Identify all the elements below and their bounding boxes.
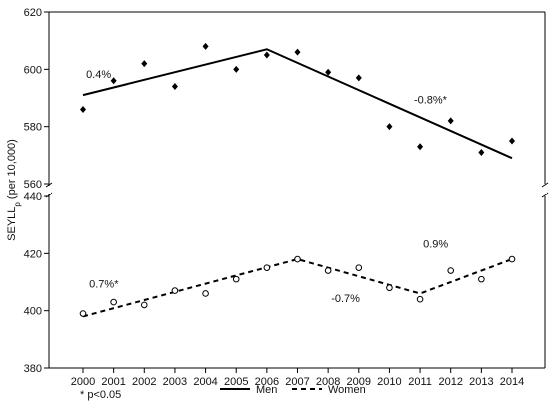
x-tick-label: 2002 [132, 376, 156, 388]
men-point [325, 68, 332, 76]
y-tick-label-women: 420 [24, 248, 42, 260]
axis-break-mark [541, 182, 549, 188]
women-point [202, 290, 209, 297]
x-tick-label: 2010 [377, 376, 401, 388]
women-annotation: 0.7%* [89, 279, 119, 291]
men-point [355, 74, 362, 82]
women-point [140, 301, 148, 309]
x-tick-label: 2012 [438, 376, 462, 388]
chart-axes [44, 11, 549, 373]
men-point [263, 51, 270, 59]
chart-legend: Men Women [220, 384, 366, 396]
x-tick-label: 2007 [285, 376, 309, 388]
x-tick-label: 2006 [255, 376, 279, 388]
women-point [110, 298, 117, 306]
women-point [79, 310, 87, 317]
y-tick-label-men: 600 [24, 64, 42, 76]
women-point [171, 287, 179, 294]
y-tick-label-women: 440 [24, 191, 42, 203]
women-point [232, 275, 240, 283]
women-point [294, 255, 301, 263]
chart-marks [79, 42, 516, 318]
women-point [447, 267, 455, 274]
axis-break-mark [45, 182, 53, 188]
men-point [202, 42, 209, 50]
women-point [263, 264, 271, 271]
men-point [110, 77, 117, 85]
x-tick-label: 2013 [469, 376, 493, 388]
men-point [417, 143, 424, 151]
women-point [324, 267, 332, 274]
x-tick-label: 2005 [224, 376, 248, 388]
x-tick-label: 2003 [163, 376, 187, 388]
men-point [171, 83, 178, 91]
men-annotation: -0.8%* [414, 95, 448, 107]
y-tick-label-women: 400 [24, 306, 42, 318]
axis-break-gap [544, 186, 547, 194]
y-tick-label-men: 580 [24, 122, 42, 134]
y-tick-label-men: 560 [24, 179, 42, 191]
women-point [416, 295, 424, 303]
men-point [509, 137, 515, 145]
women-point [386, 284, 393, 292]
men-point [294, 48, 301, 56]
y-axis-label: SEYLLp (per 10,000) [6, 139, 22, 241]
women-annotation: -0.7% [331, 293, 360, 305]
x-tick-label: 2014 [500, 376, 524, 388]
legend-label-men: Men [256, 384, 277, 396]
men-annotation: 0.4% [86, 69, 111, 81]
x-tick-label: 2000 [71, 376, 95, 388]
men-point [80, 105, 86, 113]
men-point [141, 60, 148, 68]
women-point [508, 255, 516, 263]
women-annotation: 0.9% [423, 239, 448, 251]
men-point [386, 123, 393, 131]
x-tick-label: 2004 [193, 376, 217, 388]
chart-labels: 2000 2001 2002 2003 2004 2005 2006 2007 2008 2009… [6, 7, 524, 388]
men-point [233, 65, 240, 73]
x-tick-label: 2001 [101, 376, 125, 388]
x-tick-label: 2009 [347, 376, 371, 388]
women-point [478, 275, 485, 283]
women-trend-line [82, 258, 513, 318]
men-point [447, 117, 454, 125]
x-tick-label: 2011 [408, 376, 432, 388]
significance-footnote: * p<0.05 [80, 389, 121, 401]
y-tick-label-women: 380 [24, 363, 42, 375]
x-tick-label: 2008 [316, 376, 340, 388]
men-trend-line [82, 48, 513, 160]
men-point [478, 148, 485, 156]
y-tick-label-men: 620 [24, 7, 42, 19]
women-point [355, 264, 363, 271]
axis-break-gap [48, 186, 51, 194]
legend-label-women: Women [328, 384, 366, 396]
